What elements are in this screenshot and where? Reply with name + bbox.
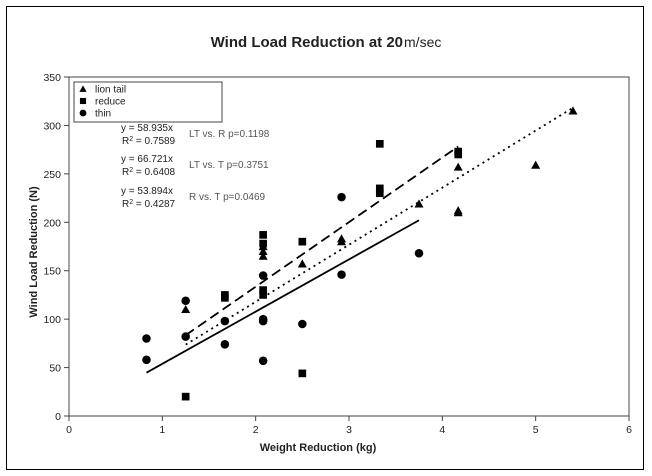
point-thin [181,296,190,306]
trendline-r-squared: R2 = 0.7589 [122,136,176,148]
point-reduce [375,189,384,198]
trendline-equation: y = 58.935x [121,123,173,134]
legend-box [73,81,223,123]
point-reduce [375,184,384,193]
point-reduce [298,369,307,378]
point-thin [414,249,424,258]
legend-marker-lion-tail [79,85,87,92]
p-value-note: R vs. T p=0.0469 [189,192,266,203]
point-reduce [259,291,267,299]
point-lion-tail [531,160,541,169]
point-lion-tail [453,206,463,215]
point-lion-tail [297,259,307,268]
legend-marker-thin [79,109,87,117]
point-thin [258,356,268,366]
point-lion-tail [258,251,268,260]
point-lion-tail [414,199,424,208]
point-thin [181,332,190,341]
x-tick-label: 2 [253,424,259,436]
x-axis-label: Weight Reduction (kg) [260,442,377,454]
x-tick-label: 5 [533,424,539,436]
y-tick-label: 150 [43,266,61,278]
legend-marker-reduce [79,97,87,105]
trendline-r-squared: R2 = 0.4287 [122,199,176,211]
point-thin [298,319,307,329]
scatter-chart: Wind Load Reduction at 20m/sec 0 1 2 3 4 5 6 0… [28,34,632,454]
x-tick-label: 4 [439,424,445,436]
x-tick-label: 1 [159,424,165,436]
trendline-thin [146,219,420,374]
point-reduce [181,392,190,401]
trendline-r-squared: R2 = 0.6408 [122,167,176,179]
point-thin [337,270,346,279]
legend-label: lion tail [95,85,126,96]
point-reduce [375,140,384,148]
legend-label: thin [95,109,111,120]
point-thin [142,334,151,343]
point-thin [258,316,268,326]
point-reduce [298,237,307,246]
point-lion-tail [453,162,463,171]
trendline-equation: y = 66.721x [121,154,173,165]
point-thin [258,271,268,280]
point-reduce [259,239,267,248]
point-thin [337,192,346,202]
x-tick-label: 3 [346,424,352,436]
point-lion-tail [181,304,191,314]
point-reduce [259,286,267,294]
y-axis-label: Wind Load Reduction (N) [28,186,40,318]
point-thin [220,316,230,326]
point-lion-tail [337,234,347,243]
trendline-equation: y = 53.894x [121,186,173,197]
y-tick-label: 300 [43,120,61,132]
chart-title: Wind Load Reduction at 20m/sec [211,34,442,51]
point-reduce [454,147,463,156]
p-value-note: LT vs. R p=0.1198 [189,129,270,140]
trendlines [146,106,574,374]
point-lion-tail [568,106,578,115]
point-thin [142,355,151,365]
trendline-lion-tail [185,106,574,346]
y-tick-label: 200 [43,217,61,229]
y-tick-label: 50 [49,363,61,375]
x-axis: 0 1 2 3 4 5 6 [66,416,632,436]
y-tick-label: 250 [43,169,61,181]
y-tick-label: 100 [43,314,61,326]
x-tick-label: 0 [66,424,72,436]
point-reduce [259,231,267,239]
p-value-note: LT vs. T p=0.3751 [189,160,269,171]
point-reduce [221,294,229,302]
trendline-reduce [185,145,459,336]
y-tick-label: 350 [43,72,61,84]
chart-frame: Wind Load Reduction at 20m/sec 0 1 2 3 4 5 6 0… [6,6,644,470]
data-points [142,106,578,401]
y-axis: 0 50 100 150 200 250 300 350 [43,72,69,423]
x-tick-label: 6 [626,424,632,436]
y-tick-label: 0 [55,411,61,423]
trendline-annotations: y = 58.935x R2 = 0.7589 LT vs. R p=0.1198 y… [121,123,270,210]
point-thin [220,340,230,349]
legend-label: reduce [95,97,126,108]
point-lion-tail [258,246,268,255]
